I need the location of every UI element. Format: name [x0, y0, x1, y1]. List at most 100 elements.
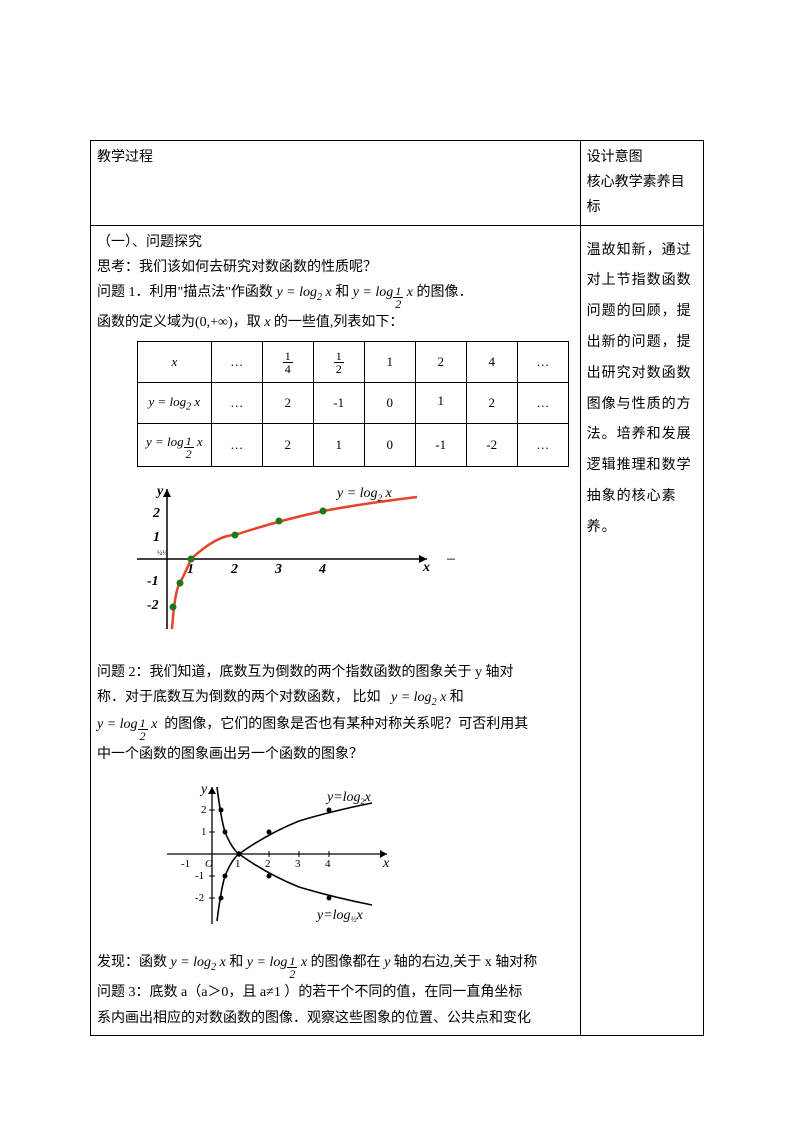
header-left: 教学过程: [91, 141, 581, 226]
svg-text:4: 4: [318, 562, 326, 577]
chart-two-logs: y x 2 1 -1 -2 -1 O 1 2 3 4: [157, 779, 574, 938]
cell: …: [517, 342, 568, 383]
svg-text:2: 2: [265, 858, 271, 870]
svg-text:-1: -1: [195, 870, 204, 882]
domain-c: 的一些值,列表如下：: [274, 315, 404, 330]
cell: 12: [313, 342, 364, 383]
cell: -1: [313, 383, 364, 424]
svg-text:-1: -1: [147, 574, 159, 589]
formula-loghalf-x-2: y = log12 x: [97, 717, 157, 732]
q2-d-text: 的图像，它们的图象是否也有某种对称关系呢？可否利用其: [164, 717, 528, 732]
question-2-a: 问题 2：我们知道，底数互为倒数的两个指数函数的图象关于 y 轴对: [97, 660, 574, 685]
chart1-svg: y x 2 1 -1 -2 ¼½ 1 2 3 4: [117, 479, 467, 639]
finding-line: 发现：函数 y = log2 x 和 y = log12 x 的图像都在 y 轴…: [97, 950, 574, 980]
domain-line: 函数的定义域为(0,+∞)，取 x 的一些值,列表如下：: [97, 310, 574, 335]
table-row: y = log2 x … 2 -1 0 1 2 …: [138, 383, 569, 424]
svg-text:x: x: [422, 560, 430, 575]
question-2-c: y = log12 x 的图像，它们的图象是否也有某种对称关系呢？可否利用其: [97, 712, 574, 742]
domain-b: x: [264, 315, 270, 330]
cell: 1: [415, 383, 466, 424]
page: 教学过程 设计意图 核心教学素养目标 （一）、问题探究 思考：我们该如何去研究对…: [0, 0, 794, 1123]
cell: 2: [466, 383, 517, 424]
cell: 2: [415, 342, 466, 383]
formula-loghalf-x-1: y = log12 x: [353, 285, 413, 300]
cell: …: [517, 424, 568, 467]
svg-text:-2: -2: [147, 598, 159, 613]
cell: 1: [313, 424, 364, 467]
cell: -2: [466, 424, 517, 467]
svg-text:3: 3: [274, 562, 282, 577]
svg-text:4: 4: [325, 858, 331, 870]
body-left: （一）、问题探究 思考：我们该如何去研究对数函数的性质呢？ 问题 1．利用"描点…: [91, 225, 581, 1035]
formula-loghalf-x-3: y = log12 x: [247, 955, 307, 970]
cell: …: [517, 383, 568, 424]
svg-text:3: 3: [295, 858, 301, 870]
svg-text:y: y: [155, 484, 164, 499]
svg-text:2: 2: [230, 562, 238, 577]
svg-text:y=log½x: y=log½x: [315, 908, 364, 924]
q1-text-c: 的图像．: [417, 285, 473, 300]
cell: …: [211, 383, 262, 424]
question-3-b: 系内画出相应的对数函数的图像．观察这些图象的位置、公共点和变化: [97, 1006, 574, 1031]
svg-text:y: y: [199, 782, 208, 797]
q1-text-b: 和: [335, 285, 349, 300]
body-right: 温故知新，通过对上节指数函数问题的回顾，提出新的问题，提出研究对数函数图像与性质…: [580, 225, 703, 1035]
cell: 4: [466, 342, 517, 383]
body-row: （一）、问题探究 思考：我们该如何去研究对数函数的性质呢？ 问题 1．利用"描点…: [91, 225, 704, 1035]
table-row: y = log12 x … 2 1 0 -1 -2 …: [138, 424, 569, 467]
cell: 1: [364, 342, 415, 383]
cell: 0: [364, 383, 415, 424]
svg-text:–: –: [446, 550, 456, 567]
header-row: 教学过程 设计意图 核心教学素养目标: [91, 141, 704, 226]
think-line: 思考：我们该如何去研究对数函数的性质呢？: [97, 255, 574, 280]
value-table: x … 14 12 1 2 4 … y = log2 x … 2 -1 0 1 …: [137, 341, 569, 467]
svg-text:O: O: [205, 858, 213, 870]
formula-log2x: y = log2 x: [276, 285, 331, 300]
svg-text:x: x: [382, 856, 390, 871]
svg-text:2: 2: [152, 506, 160, 521]
question-2-b: 称．对于底数互为倒数的两个对数函数， 比如 y = log2 x 和: [97, 685, 574, 712]
cell: 0: [364, 424, 415, 467]
right-paragraph: 温故知新，通过对上节指数函数问题的回顾，提出新的问题，提出研究对数函数图像与性质…: [587, 236, 697, 544]
formula-log2x-3: y = log2 x: [171, 955, 226, 970]
chart-log2: y x 2 1 -1 -2 ¼½ 1 2 3 4: [117, 479, 574, 648]
finding-a: 发现：函数: [97, 955, 167, 970]
question-2-e: 中一个函数的图象画出另一个函数的图象？: [97, 742, 574, 767]
svg-text:2: 2: [201, 804, 207, 816]
svg-text:1: 1: [153, 530, 160, 545]
svg-text:¼½: ¼½: [157, 549, 168, 557]
cell: 2: [262, 424, 313, 467]
cell: 2: [262, 383, 313, 424]
domain-a: 函数的定义域为(0,+∞)，取: [97, 315, 261, 330]
header-right-line2: 核心教学素养目标: [587, 175, 685, 215]
finding-c: 的图像都在: [311, 955, 381, 970]
header-right: 设计意图 核心教学素养目标: [580, 141, 703, 226]
cell: -1: [415, 424, 466, 467]
svg-text:-1: -1: [181, 858, 190, 870]
question-3-a: 问题 3：底数 a（a＞0，且 a≠1 ）的若干个不同的值，在同一直角坐标: [97, 980, 574, 1005]
cell: 14: [262, 342, 313, 383]
table-row: x … 14 12 1 2 4 …: [138, 342, 569, 383]
q2-b-text: 称．对于底数互为倒数的两个对数函数， 比如: [97, 690, 381, 705]
header-right-line1: 设计意图: [587, 150, 643, 165]
section-title: （一）、问题探究: [97, 230, 574, 255]
svg-text:1: 1: [235, 858, 241, 870]
q2-c-text: 和: [450, 690, 464, 705]
finding-d: y: [384, 955, 390, 970]
chart2-svg: y x 2 1 -1 -2 -1 O 1 2 3 4: [157, 779, 427, 929]
svg-text:1: 1: [201, 826, 207, 838]
svg-text:y=log2x: y=log2x: [325, 790, 372, 806]
lesson-table: 教学过程 设计意图 核心教学素养目标 （一）、问题探究 思考：我们该如何去研究对…: [90, 140, 704, 1036]
svg-text:-2: -2: [195, 892, 204, 904]
question-1: 问题 1．利用"描点法"作函数 y = log2 x 和 y = log12 x…: [97, 280, 574, 310]
cell: …: [211, 342, 262, 383]
svg-text:y = log2 x: y = log2 x: [335, 486, 393, 503]
finding-b: 和: [229, 955, 243, 970]
q1-text-a: 问题 1．利用"描点法"作函数: [97, 285, 273, 300]
formula-log2x-2: y = log2 x: [391, 690, 446, 705]
cell: y = log12 x: [138, 424, 212, 467]
cell: x: [138, 342, 212, 383]
finding-e: 轴的右边,关于 x 轴对称: [394, 955, 538, 970]
cell: y = log2 x: [138, 383, 212, 424]
cell: …: [211, 424, 262, 467]
